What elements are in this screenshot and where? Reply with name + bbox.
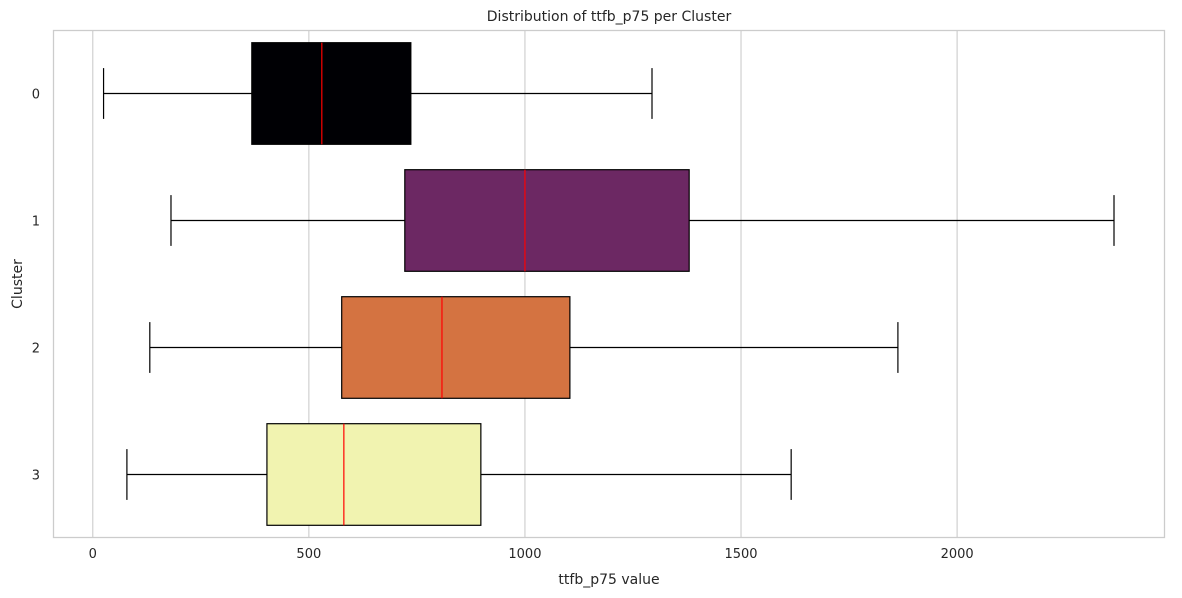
- x-tick-label: 500: [296, 547, 321, 562]
- x-ticks: 0 500 1000 1500 2000: [89, 547, 974, 562]
- boxes: [102, 42, 1115, 526]
- box-cluster-0: [251, 42, 412, 145]
- box-cluster-2: [341, 296, 571, 399]
- y-tick-label: 1: [32, 215, 40, 230]
- chart-title: Distribution of ttfb_p75 per Cluster: [487, 9, 732, 25]
- x-axis-label: ttfb_p75 value: [558, 572, 659, 588]
- x-tick-label: 2000: [941, 547, 974, 562]
- box-cluster-1: [404, 169, 690, 272]
- x-tick-label: 1000: [508, 547, 541, 562]
- y-tick-label: 0: [32, 88, 40, 103]
- y-tick-label: 2: [32, 342, 40, 357]
- y-tick-label: 3: [32, 469, 40, 484]
- y-ticks: 0 1 2 3: [32, 88, 40, 484]
- plot-frame: [52, 29, 1166, 539]
- x-tick-label: 1500: [724, 547, 757, 562]
- x-tick-label: 0: [89, 547, 97, 562]
- grid: [92, 30, 958, 538]
- y-axis-label: Cluster: [10, 259, 26, 309]
- box-cluster-3: [266, 423, 482, 526]
